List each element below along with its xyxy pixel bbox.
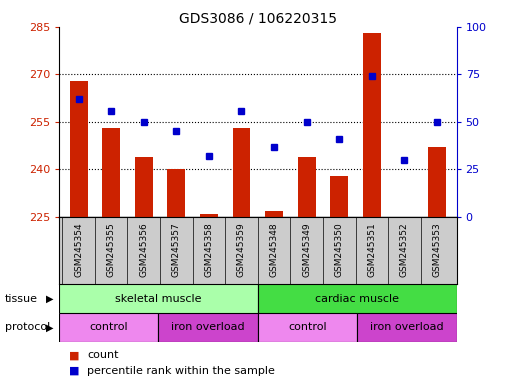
Text: GSM245353: GSM245353 [432,222,442,277]
Bar [200,214,218,217]
Text: ■: ■ [69,350,80,360]
Bar [135,157,153,217]
Text: ▶: ▶ [46,293,54,304]
Text: control: control [288,322,327,333]
Text: GSM245357: GSM245357 [172,222,181,277]
Bar [258,313,357,342]
Text: tissue: tissue [5,293,38,304]
Text: GSM245351: GSM245351 [367,222,377,277]
Bar [428,147,446,217]
Bar [363,33,381,217]
Text: iron overload: iron overload [370,322,444,333]
Bar [258,284,457,313]
Bar [298,157,315,217]
Text: GSM245356: GSM245356 [139,222,148,277]
Text: GSM245348: GSM245348 [269,222,279,277]
Text: iron overload: iron overload [171,322,245,333]
Bar [357,313,457,342]
Text: GSM245349: GSM245349 [302,222,311,277]
Bar [159,313,258,342]
Text: GSM245355: GSM245355 [107,222,115,277]
Text: ▶: ▶ [46,322,54,333]
Text: GSM245359: GSM245359 [237,222,246,277]
Title: GDS3086 / 106220315: GDS3086 / 106220315 [179,12,337,26]
Text: percentile rank within the sample: percentile rank within the sample [87,366,275,376]
Bar [102,128,120,217]
Text: GSM245354: GSM245354 [74,222,83,277]
Text: protocol: protocol [5,322,50,333]
Text: count: count [87,350,119,360]
Bar [232,128,250,217]
Text: cardiac muscle: cardiac muscle [315,293,399,304]
Text: GSM245352: GSM245352 [400,222,409,277]
Bar [330,176,348,217]
Bar [167,169,185,217]
Bar [70,81,88,217]
Text: GSM245358: GSM245358 [204,222,213,277]
Bar [59,313,159,342]
Text: control: control [89,322,128,333]
Text: skeletal muscle: skeletal muscle [115,293,202,304]
Bar [59,284,258,313]
Text: GSM245350: GSM245350 [335,222,344,277]
Bar [265,211,283,217]
Text: ■: ■ [69,366,80,376]
